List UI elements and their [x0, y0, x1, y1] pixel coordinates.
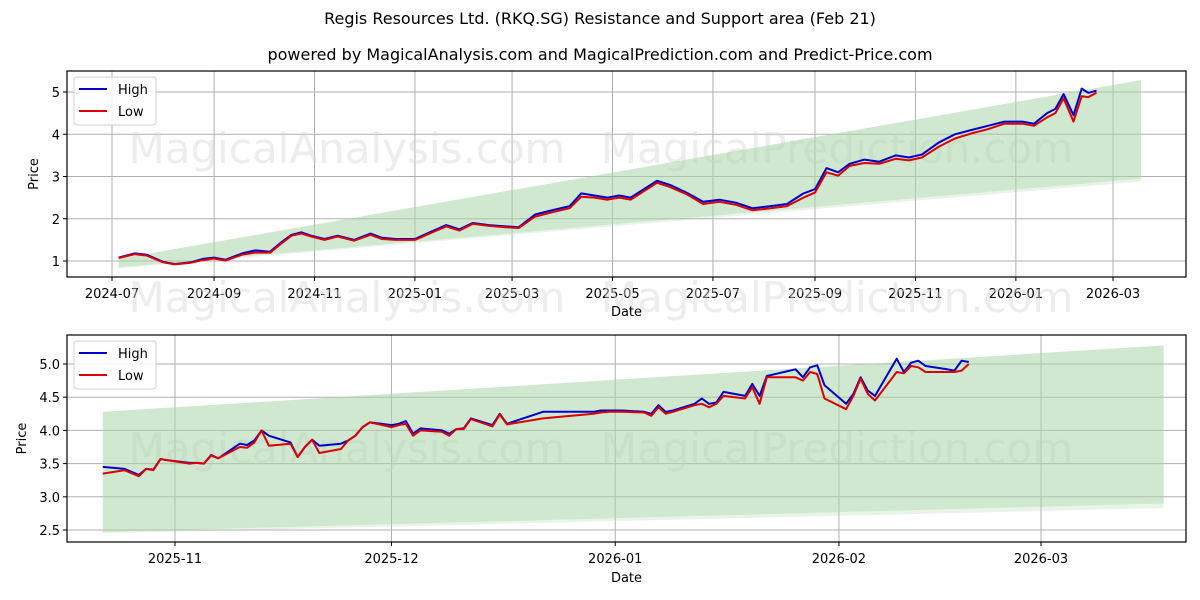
y-tick-label: 4 — [52, 128, 60, 143]
series-line-low — [118, 91, 1097, 266]
y-tick-label: 4.0 — [39, 424, 60, 439]
x-tick-label: 2025-12 — [364, 552, 418, 567]
x-tick-label: 2025-07 — [686, 287, 740, 302]
band-fringe — [118, 178, 1141, 269]
chart-subtitle: powered by MagicalAnalysis.com and Magic… — [267, 45, 933, 64]
x-tick-label: 2026-01 — [588, 552, 642, 567]
x-tick-label: 2026-03 — [1086, 287, 1140, 302]
watermark: MagicalAnalysis.com — [129, 124, 566, 173]
y-tick-label: 4.5 — [39, 391, 60, 406]
y-axis-label: Price — [15, 423, 30, 455]
resistance-support-band — [102, 345, 1164, 532]
y-tick-label: 5.0 — [39, 358, 60, 373]
band-fringe — [102, 503, 1164, 534]
resistance-support-band — [118, 80, 1141, 268]
x-tick-label: 2025-09 — [788, 287, 842, 302]
legend-label-high: High — [118, 347, 148, 362]
y-tick-label: 2 — [52, 213, 60, 228]
x-axis-label: Date — [611, 305, 642, 320]
x-tick-label: 2026-01 — [989, 287, 1043, 302]
legend: High Low — [73, 76, 157, 126]
series-line-low — [102, 363, 970, 478]
plot-2: 2.5 3.0 3.5 4.0 4.5 5.0 2025-11 2025-12 2026-01 2… — [15, 334, 1187, 586]
y-tick-label: 3.0 — [39, 491, 60, 506]
x-tick-label: 2024-09 — [187, 287, 241, 302]
plot-frame — [66, 70, 1187, 278]
x-axis-label: Date — [611, 571, 642, 586]
x-tick-label: 2025-05 — [585, 287, 639, 302]
y-tick-label: 2.5 — [39, 524, 60, 539]
plot-frame — [66, 334, 1187, 543]
x-tick-label: 2025-11 — [888, 287, 942, 302]
y-tick-label: 3 — [52, 171, 60, 186]
y-tick-label: 5 — [52, 86, 60, 101]
watermark: MagicalAnalysis.com — [129, 273, 566, 322]
plot-1: 1 2 3 4 5 2024-07 2024-09 2024-11 2025-01 2025-03… — [27, 70, 1187, 322]
y-tick-label: 3.5 — [39, 458, 60, 473]
watermark: MagicalPrediction.com — [601, 273, 1074, 322]
x-tick-label: 2026-02 — [812, 552, 866, 567]
legend-label-low: Low — [118, 105, 144, 120]
legend-label-low: Low — [118, 369, 144, 384]
y-axis-label: Price — [27, 158, 42, 190]
x-tick-label: 2024-07 — [85, 287, 139, 302]
x-tick-label: 2024-11 — [287, 287, 341, 302]
legend-label-high: High — [118, 83, 148, 98]
x-tick-label: 2025-01 — [388, 287, 442, 302]
y-tick-label: 1 — [52, 255, 60, 270]
x-tick-label: 2025-11 — [148, 552, 202, 567]
legend: High Low — [73, 340, 157, 390]
chart-title: Regis Resources Ltd. (RKQ.SG) Resistance… — [324, 9, 876, 28]
x-tick-label: 2025-03 — [485, 287, 539, 302]
x-tick-label: 2026-03 — [1014, 552, 1068, 567]
